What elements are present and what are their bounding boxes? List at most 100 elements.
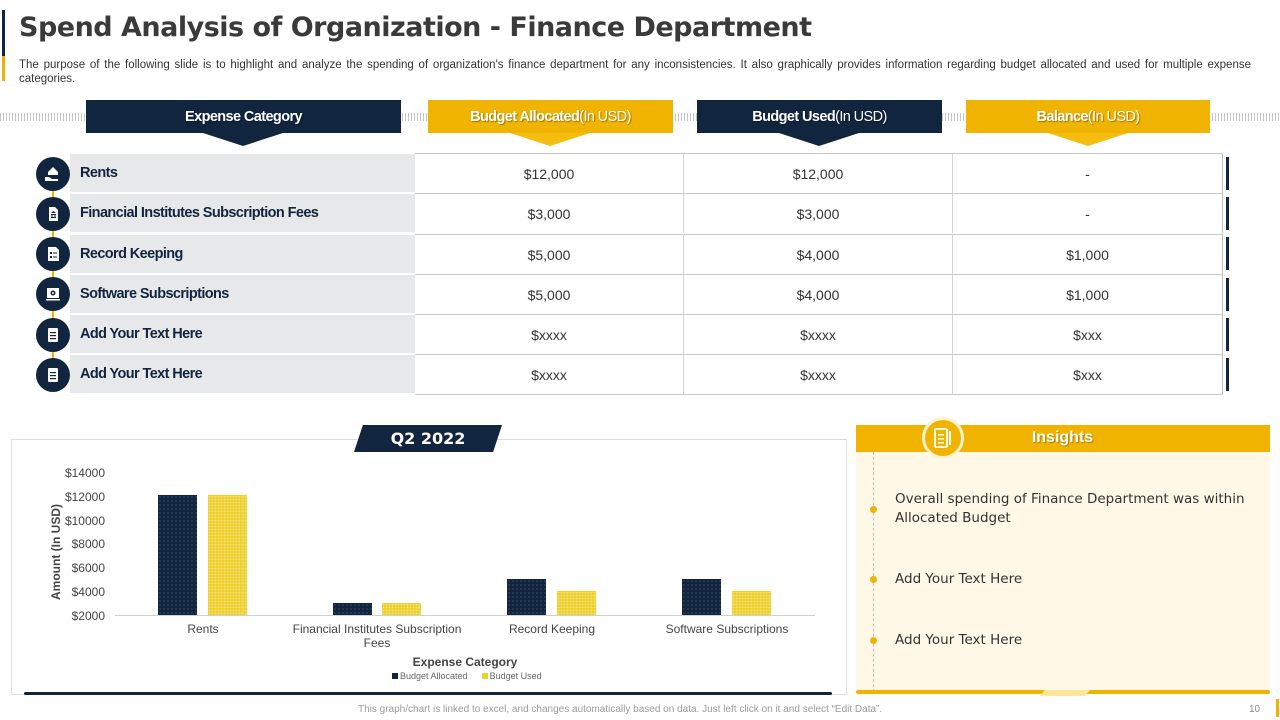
icon-connector [52, 351, 54, 359]
legend-item-budget-allocated: Budget Allocated [392, 671, 468, 681]
insight-item: Add Your Text Here [895, 571, 1023, 587]
column-header-budget-used: Budget Used (In USD) [697, 100, 942, 133]
bar-budget-allocated-rents[interactable] [158, 495, 197, 615]
legend-item-budget-used: Budget Used [481, 671, 542, 681]
bank-document-icon [36, 197, 70, 231]
laptop-gear-icon [36, 277, 70, 311]
icon-connector [52, 230, 54, 238]
balance-cell: - [953, 193, 1223, 233]
page-number: 10 [1249, 704, 1261, 715]
notepad-icon [36, 318, 70, 352]
bar-budget-allocated-record-keeping[interactable] [507, 579, 546, 615]
category-cell: Add Your Text Here [70, 314, 415, 353]
table-row: Add Your Text Here $xxxx $xxxx $xxx [70, 314, 1223, 354]
allocated-cell: $12,000 [415, 153, 684, 193]
row-marker [1226, 157, 1229, 190]
used-cell: $4,000 [684, 234, 953, 274]
y-tick: $4000 [71, 585, 105, 599]
row-marker [1226, 197, 1229, 230]
table-bottom-border [415, 394, 1223, 395]
allocated-cell: $3,000 [415, 193, 684, 233]
y-tick: $6000 [71, 561, 105, 575]
bar-budget-used-financial-institutes[interactable] [382, 603, 421, 615]
x-category-label: Software Subscriptions [665, 622, 789, 636]
table-row: Software Subscriptions $5,000 $4,000 $1,… [70, 274, 1223, 314]
insights-title: Insights [1031, 429, 1094, 446]
x-category-label: Rents [187, 622, 219, 636]
used-cell: $3,000 [684, 193, 953, 233]
used-cell: $12,000 [684, 153, 953, 193]
notepad-pencil-icon [922, 417, 964, 459]
insights-bottom-tab [1040, 690, 1090, 696]
insight-bullet [870, 576, 877, 583]
y-tick: $2000 [71, 609, 105, 623]
chart-legend: Budget Allocated Budget Used [392, 671, 542, 681]
allocated-cell: $5,000 [415, 274, 684, 314]
column-header-balance: Balance (In USD) [966, 100, 1210, 133]
balance-cell: $xxx [953, 354, 1223, 394]
period-badge: Q2 2022 [354, 425, 502, 452]
x-axis-line [115, 615, 815, 616]
allocated-cell: $5,000 [415, 234, 684, 274]
used-cell: $xxxx [684, 354, 953, 394]
x-axis-label: Expense Category [412, 655, 518, 669]
insight-bullet [870, 506, 877, 513]
category-cell: Add Your Text Here [70, 354, 415, 393]
category-cell: Record Keeping [70, 234, 415, 273]
title-accent-bar [2, 10, 5, 56]
column-header-budget-allocated: Budget Allocated (In USD) [428, 100, 673, 133]
icon-connector [52, 190, 54, 198]
legend-swatch [481, 673, 488, 679]
bar-budget-allocated-financial-institutes[interactable] [333, 603, 372, 615]
table-row: Rents $12,000 $12,000 - [70, 153, 1223, 193]
insights-timeline [873, 452, 875, 692]
row-marker [1226, 318, 1229, 351]
y-tick: $8000 [71, 537, 105, 551]
column-header-expense-category: Expense Category [86, 100, 401, 133]
y-tick: $10000 [64, 514, 105, 528]
page-title: Spend Analysis of Organization - Finance… [19, 12, 812, 43]
balance-cell: $1,000 [953, 234, 1223, 274]
bar-budget-used-rents[interactable] [208, 495, 247, 615]
y-tick: $14000 [64, 466, 105, 480]
category-cell: Rents [70, 153, 415, 192]
checklist-document-icon [36, 237, 70, 271]
header-pointer [203, 133, 283, 146]
header-pointer [510, 133, 590, 146]
house-hand-icon [36, 157, 70, 191]
icon-connector [52, 270, 54, 278]
page-subtitle: The purpose of the following slide is to… [19, 59, 1251, 85]
bar-budget-used-software-subscriptions[interactable] [732, 591, 771, 615]
table-row: Record Keeping $5,000 $4,000 $1,000 [70, 234, 1223, 274]
balance-cell: - [953, 153, 1223, 193]
x-category-label: Record Keeping [508, 622, 596, 636]
insight-item: Add Your Text Here [895, 632, 1023, 648]
table-row: Add Your Text Here $xxxx $xxxx $xxx [70, 354, 1223, 394]
insights-panel [856, 450, 1270, 692]
header-pointer [1048, 133, 1128, 146]
row-marker [1226, 237, 1229, 270]
category-cell: Software Subscriptions [70, 274, 415, 313]
x-category-label: Financial Institutes Subscription Fees [292, 622, 462, 650]
insight-bullet [870, 637, 877, 644]
bar-budget-used-record-keeping[interactable] [557, 591, 596, 615]
balance-cell: $xxx [953, 314, 1223, 354]
row-marker [1226, 278, 1229, 311]
chart-bottom-bar [24, 692, 832, 695]
used-cell: $xxxx [684, 314, 953, 354]
page-marker [1276, 699, 1279, 717]
header-pointer [779, 133, 859, 146]
notepad-icon [36, 358, 70, 392]
subtitle-accent-bar [2, 56, 5, 81]
table-row: Financial Institutes Subscription Fees $… [70, 193, 1223, 233]
used-cell: $4,000 [684, 274, 953, 314]
row-marker [1226, 358, 1229, 391]
legend-swatch [392, 673, 398, 679]
bar-budget-allocated-software-subscriptions[interactable] [682, 579, 721, 615]
insight-item: Overall spending of Finance Department w… [895, 491, 1245, 526]
category-cell: Financial Institutes Subscription Fees [70, 193, 415, 232]
allocated-cell: $xxxx [415, 314, 684, 354]
y-tick: $12000 [64, 490, 105, 504]
icon-connector [52, 311, 54, 319]
allocated-cell: $xxxx [415, 354, 684, 394]
